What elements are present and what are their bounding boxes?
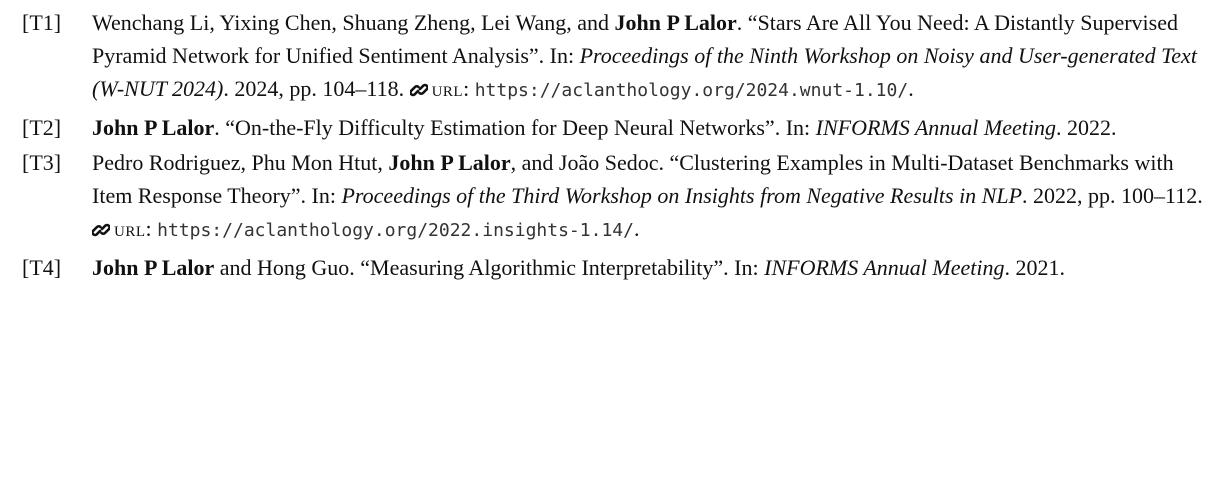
text-plain: . “On-the-Fly Difficulty Estimation for … — [214, 115, 816, 140]
link-icon — [92, 223, 110, 237]
text-plain: . “Stars Are All You Need: A Distantly S… — [92, 10, 1178, 68]
entry-label: [T2] — [22, 115, 62, 140]
text-plain: and Hong Guo. “Measuring Algorithmic Int… — [214, 255, 765, 280]
text-plain: : — [463, 76, 475, 101]
text-plain: , and João Sedoc. “Clustering Examples i… — [92, 150, 1174, 208]
text-italic: INFORMS Annual Meeting — [764, 255, 1005, 280]
text-urllabel: URL — [114, 224, 146, 240]
text-mono: https://aclanthology.org/2024.wnut-1.10/ — [474, 80, 909, 101]
entry-label: [T3] — [22, 150, 62, 175]
text-plain: . 2022. — [1055, 115, 1117, 140]
entry-text: John P Lalor and Hong Guo. “Measuring Al… — [92, 251, 1210, 284]
text-bold: John P Lalor — [388, 150, 511, 175]
text-plain: . 2022, pp. 100–112. — [1022, 183, 1203, 208]
entry-text: Pedro Rodriguez, Phu Mon Htut, John P La… — [92, 146, 1210, 249]
text-bold: John P Lalor — [92, 115, 215, 140]
text-plain: . 2024, pp. 104–118. — [223, 76, 410, 101]
text-plain: . — [633, 216, 640, 241]
link-icon — [409, 83, 428, 97]
bib-entry: [T1] Wenchang Li, Yixing Chen, Shuang Zhe… — [22, 6, 1210, 109]
text-plain: Wenchang Li, Yixing Chen, Shuang Zheng, … — [92, 10, 615, 35]
entry-label: [T1] — [22, 10, 62, 35]
bib-entry: [T2] John P Lalor. “On-the-Fly Difficulty… — [22, 111, 1210, 144]
entry-text: John P Lalor. “On-the-Fly Difficulty Est… — [92, 111, 1210, 144]
text-plain: . 2021. — [1004, 255, 1065, 280]
bib-entry: [T3] Pedro Rodriguez, Phu Mon Htut, John … — [22, 146, 1210, 249]
text-italic: Proceedings of the Ninth Workshop on Noi… — [92, 43, 1197, 101]
text-mono: https://aclanthology.org/2022.insights-1… — [157, 220, 634, 241]
text-plain: : — [145, 216, 158, 241]
text-italic: Proceedings of the Third Workshop on Ins… — [341, 183, 1023, 208]
entry-label: [T4] — [22, 255, 62, 280]
text-urllabel: URL — [431, 84, 464, 100]
text-bold: John P Lalor — [614, 10, 737, 35]
text-bold: John P Lalor — [92, 255, 215, 280]
text-plain: . — [908, 76, 914, 101]
text-plain: Pedro Rodriguez, Phu Mon Htut, — [92, 150, 389, 175]
bib-entry: [T4] John P Lalor and Hong Guo. “Measurin… — [22, 251, 1210, 284]
entry-text: Wenchang Li, Yixing Chen, Shuang Zheng, … — [92, 6, 1210, 109]
text-italic: INFORMS Annual Meeting — [815, 115, 1056, 140]
